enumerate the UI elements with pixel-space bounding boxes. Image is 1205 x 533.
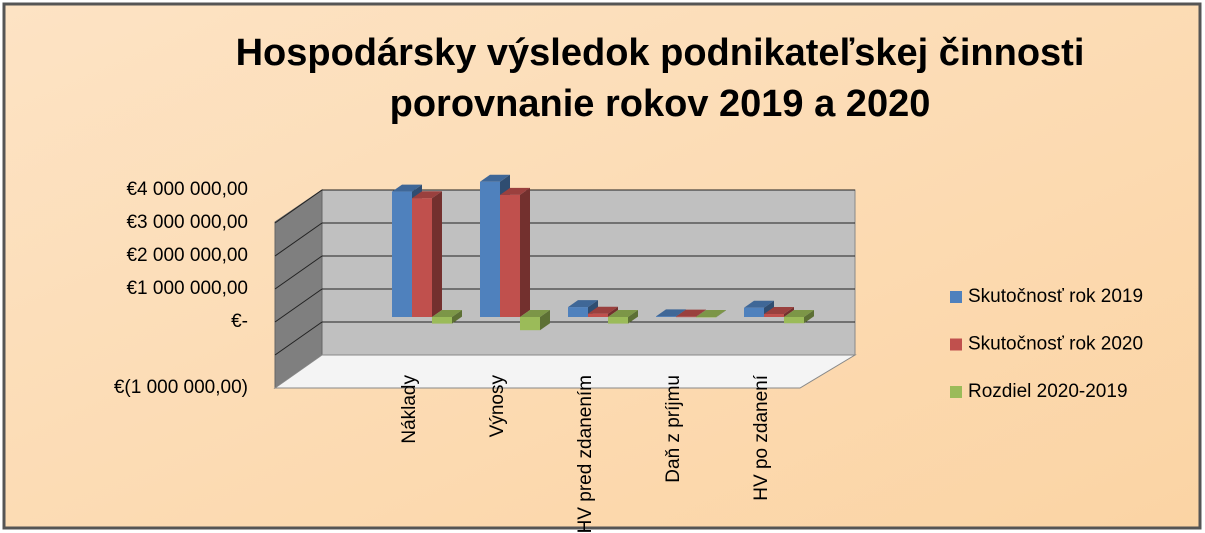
- bar-front: [432, 317, 452, 324]
- bar-top: [608, 310, 638, 317]
- bar-side: [716, 310, 726, 318]
- bar-side: [628, 310, 638, 324]
- bar-side: [432, 191, 442, 317]
- x-tick-label: Náklady: [399, 375, 420, 444]
- bar-side: [696, 309, 706, 317]
- bar-front: [608, 317, 628, 324]
- bar: [676, 309, 706, 318]
- bar-top: [412, 191, 442, 199]
- x-tick-label: Výnosy: [487, 375, 508, 438]
- grid-line: [274, 222, 323, 257]
- legend-label: Skutočnosť rok 2019: [968, 286, 1143, 307]
- bar-top: [568, 300, 598, 308]
- bar-top: [480, 174, 510, 182]
- grid-line: [274, 255, 323, 290]
- bar: [432, 310, 462, 324]
- bar-front: [568, 307, 588, 317]
- legend-swatch: [950, 386, 962, 398]
- y-tick-label: €(1 000 000,00): [114, 377, 248, 398]
- floor: [273, 354, 857, 389]
- bar-front: [412, 198, 432, 317]
- bar: [500, 187, 530, 317]
- chart-title: porovnanie rokov 2019 a 2020: [390, 83, 931, 125]
- bar-front: [744, 307, 764, 317]
- bar-side: [452, 310, 462, 324]
- legend-swatch: [950, 291, 962, 303]
- x-tick-label: Daň z príjmu: [663, 375, 684, 483]
- bar-side: [804, 310, 814, 324]
- bar-front: [656, 316, 676, 317]
- bar-front: [784, 317, 804, 324]
- y-tick-label: €2 000 000,00: [126, 245, 248, 266]
- x-tick-label: HV po zdanení: [751, 374, 772, 500]
- bar-side: [520, 187, 530, 317]
- bar-top: [676, 309, 706, 317]
- bar-top: [520, 310, 550, 317]
- bar-side: [784, 307, 794, 317]
- bar: [784, 310, 814, 324]
- bar-side: [608, 306, 618, 317]
- bar-front: [480, 181, 500, 317]
- bar-side: [540, 310, 550, 331]
- legend-label: Skutočnosť rok 2020: [968, 334, 1143, 355]
- bar-front: [588, 313, 608, 317]
- bar-top: [392, 184, 422, 192]
- bar-top: [588, 306, 618, 314]
- bar-top: [500, 187, 530, 195]
- bar: [696, 310, 726, 318]
- bar-top: [696, 310, 726, 317]
- legend-label: Rozdiel 2020-2019: [968, 381, 1128, 402]
- bar-front: [500, 194, 520, 317]
- grid-line: [274, 189, 323, 224]
- bar-front: [696, 317, 716, 318]
- bar-top: [432, 310, 462, 317]
- x-tick-label: HV pred zdanením: [575, 375, 596, 533]
- bar-front: [764, 314, 784, 317]
- bar-front: [392, 191, 412, 317]
- bar: [588, 306, 618, 317]
- y-tick-label: €-: [231, 311, 248, 332]
- y-tick-label: €1 000 000,00: [126, 278, 248, 299]
- bar: [520, 310, 550, 331]
- bar: [412, 191, 442, 317]
- bar-front: [676, 316, 696, 318]
- bar: [608, 310, 638, 324]
- grid-line: [274, 321, 323, 356]
- bar-top: [764, 307, 794, 315]
- chart-title: Hospodársky výsledok podnikateľskej činn…: [236, 32, 1085, 74]
- bar-top: [784, 310, 814, 317]
- bar-top: [656, 309, 686, 317]
- y-tick-label: €4 000 000,00: [126, 179, 248, 200]
- side-wall: [274, 189, 323, 389]
- bar-top: [744, 300, 774, 308]
- y-tick-label: €3 000 000,00: [126, 212, 248, 233]
- bar: [764, 307, 794, 317]
- grid-line: [274, 288, 323, 323]
- legend-swatch: [950, 338, 962, 351]
- bar-front: [520, 317, 540, 331]
